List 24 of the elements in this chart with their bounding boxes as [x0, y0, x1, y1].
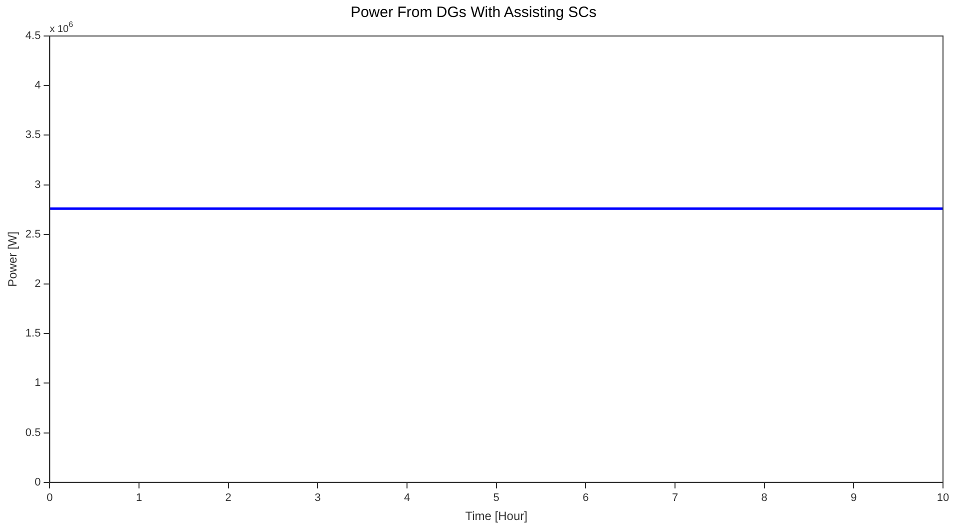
- x-axis-title: Time [Hour]: [465, 509, 528, 524]
- x-tick-label: 3: [314, 492, 321, 504]
- y-tick-label: 4: [34, 80, 41, 92]
- x-tick-label: 1: [136, 492, 142, 504]
- y-tick-label: 4.5: [25, 30, 41, 42]
- x-tick-label: 10: [936, 492, 950, 504]
- x-tick-label: 0: [46, 492, 53, 504]
- y-axis-title: Power [W]: [6, 232, 20, 287]
- y-tick-label: 0.5: [25, 426, 41, 439]
- y-tick-label: 2.5: [25, 228, 41, 240]
- x-tick-label: 8: [761, 492, 768, 504]
- y-tick-label: 0: [34, 476, 41, 488]
- x-tick-label: 7: [672, 492, 678, 504]
- x-tick-label: 9: [850, 492, 857, 504]
- y-tick-label: 2: [34, 278, 41, 290]
- x-tick-label: 4: [404, 492, 410, 504]
- x-tick-label: 5: [493, 492, 500, 504]
- y-tick-label: 3.5: [25, 129, 41, 142]
- y-tick-label: 1: [34, 377, 41, 390]
- x-tick-label: 6: [582, 492, 589, 504]
- x-tick-label: 2: [225, 492, 232, 504]
- y-tick-label: 3: [34, 178, 41, 191]
- chart-title: Power From DGs With Assisting SCs: [350, 4, 596, 22]
- y-tick-label: 1.5: [25, 328, 41, 340]
